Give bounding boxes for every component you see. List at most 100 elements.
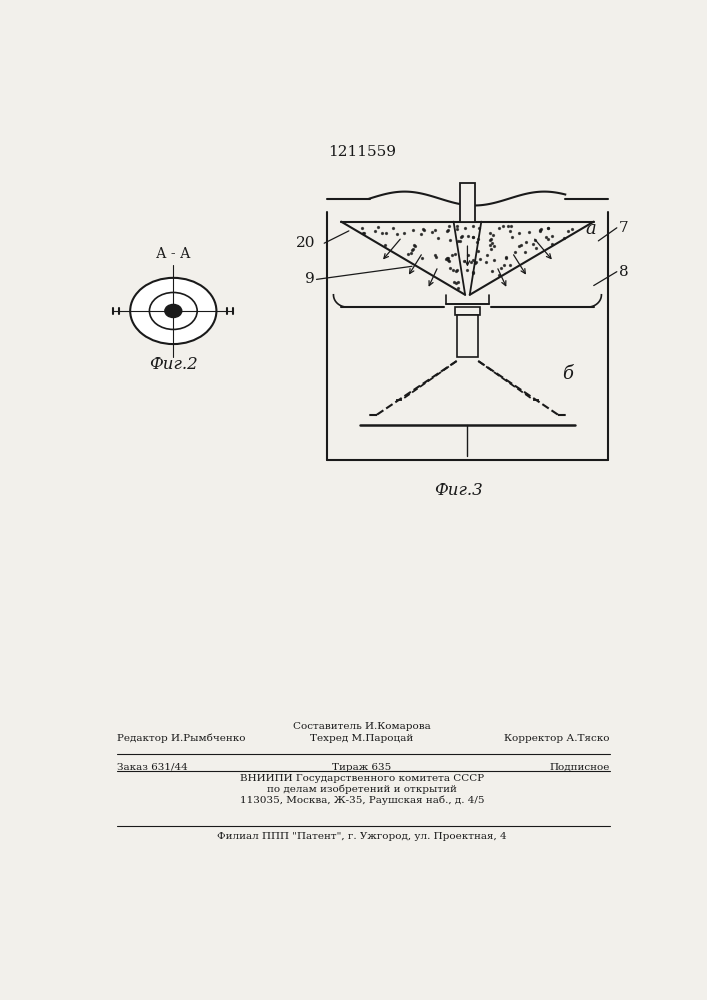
Point bbox=[450, 275, 462, 291]
Point bbox=[485, 231, 496, 247]
Point bbox=[488, 238, 499, 254]
Point bbox=[467, 218, 479, 234]
Point bbox=[527, 236, 539, 252]
Text: Корректор А.Тяско: Корректор А.Тяско bbox=[504, 734, 610, 743]
Point bbox=[506, 218, 517, 234]
Point bbox=[409, 237, 420, 253]
Point bbox=[443, 250, 454, 266]
Point bbox=[504, 257, 515, 273]
Text: 9: 9 bbox=[305, 272, 315, 286]
Point bbox=[407, 242, 418, 258]
Point bbox=[514, 238, 525, 254]
Text: 20: 20 bbox=[296, 236, 315, 250]
Text: б: б bbox=[562, 365, 573, 383]
Point bbox=[417, 221, 428, 237]
Point bbox=[486, 235, 498, 251]
Point bbox=[498, 257, 510, 273]
Point bbox=[493, 267, 505, 283]
Point bbox=[444, 260, 455, 276]
Point bbox=[456, 228, 467, 244]
Point bbox=[498, 218, 509, 234]
Point bbox=[472, 243, 484, 259]
Bar bbox=[460, 183, 475, 222]
Point bbox=[442, 223, 453, 239]
Text: Техред М.Пароцай: Техред М.Пароцай bbox=[310, 734, 414, 743]
Point bbox=[373, 219, 384, 235]
Point bbox=[387, 220, 399, 236]
Text: Фиг.2: Фиг.2 bbox=[149, 356, 198, 373]
Point bbox=[566, 221, 578, 237]
Point bbox=[470, 254, 481, 270]
Point bbox=[429, 222, 440, 238]
Point bbox=[521, 234, 532, 250]
Point bbox=[515, 237, 527, 253]
Point bbox=[467, 229, 479, 245]
Point bbox=[357, 220, 368, 236]
Point bbox=[444, 232, 455, 248]
Point bbox=[507, 229, 518, 245]
Point bbox=[486, 263, 498, 279]
Point bbox=[468, 252, 479, 268]
Point bbox=[432, 230, 443, 246]
Point bbox=[474, 220, 485, 236]
Bar bbox=[457, 315, 478, 357]
Point bbox=[452, 280, 464, 296]
Point bbox=[562, 223, 573, 239]
Point bbox=[452, 218, 463, 234]
Point bbox=[471, 234, 482, 250]
Point bbox=[452, 274, 464, 290]
Text: Заказ 631/44: Заказ 631/44 bbox=[117, 763, 188, 772]
Point bbox=[489, 252, 500, 268]
Text: Подписное: Подписное bbox=[549, 763, 610, 772]
Text: ВНИИПИ Государственного комитета СССР: ВНИИПИ Государственного комитета СССР bbox=[240, 774, 484, 783]
Ellipse shape bbox=[165, 304, 182, 318]
Point bbox=[407, 241, 419, 257]
Point bbox=[392, 226, 403, 242]
Point bbox=[504, 223, 515, 239]
Point bbox=[380, 225, 391, 241]
Point bbox=[369, 223, 380, 239]
Point bbox=[547, 236, 558, 252]
Point bbox=[407, 222, 419, 238]
Point bbox=[443, 218, 455, 234]
Point bbox=[443, 252, 454, 268]
Text: Составитель И.Комарова: Составитель И.Комарова bbox=[293, 722, 431, 731]
Point bbox=[474, 251, 485, 267]
Point bbox=[520, 244, 531, 260]
Point bbox=[465, 254, 477, 270]
Point bbox=[542, 220, 554, 236]
Text: 113035, Москва, Ж-35, Раушская наб., д. 4/5: 113035, Москва, Ж-35, Раушская наб., д. … bbox=[240, 795, 484, 805]
Point bbox=[500, 250, 511, 266]
Point bbox=[469, 255, 481, 271]
Point bbox=[447, 247, 458, 263]
Point bbox=[399, 225, 410, 241]
Point bbox=[467, 265, 479, 281]
Point bbox=[547, 228, 558, 244]
Point bbox=[534, 222, 546, 238]
Text: Редактор И.Рымбченко: Редактор И.Рымбченко bbox=[117, 733, 245, 743]
Text: Филиал ППП "Патент", г. Ужгород, ул. Проектная, 4: Филиал ППП "Патент", г. Ужгород, ул. Про… bbox=[217, 832, 507, 841]
Point bbox=[493, 220, 505, 236]
Point bbox=[448, 262, 459, 278]
Point bbox=[444, 253, 455, 269]
Point bbox=[534, 223, 546, 239]
Point bbox=[448, 274, 460, 290]
Point bbox=[472, 231, 484, 247]
Point bbox=[542, 220, 554, 236]
Point bbox=[535, 221, 547, 237]
Point bbox=[440, 251, 452, 267]
Point bbox=[543, 231, 554, 247]
Point bbox=[487, 227, 498, 243]
Text: 1211559: 1211559 bbox=[328, 145, 396, 159]
Point bbox=[529, 232, 540, 248]
Point bbox=[530, 240, 542, 256]
Point bbox=[454, 233, 465, 249]
Text: 8: 8 bbox=[619, 265, 629, 279]
Point bbox=[558, 230, 569, 246]
Point bbox=[484, 237, 496, 253]
Point bbox=[460, 220, 471, 236]
Point bbox=[484, 225, 495, 241]
Point bbox=[485, 241, 496, 257]
Point bbox=[452, 221, 463, 237]
Point bbox=[513, 225, 525, 241]
